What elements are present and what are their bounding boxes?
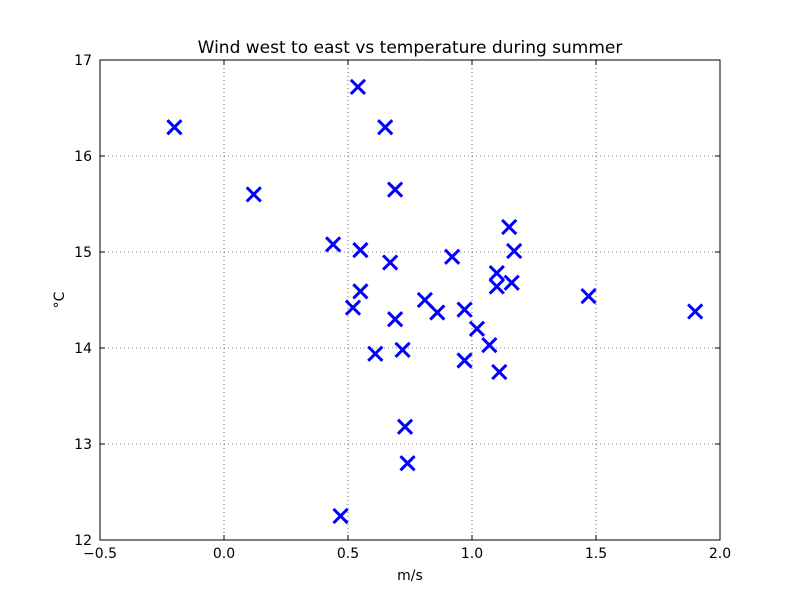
data-point — [429, 304, 446, 321]
data-point — [344, 299, 362, 316]
data-point — [491, 363, 508, 381]
x-tick-label: 1.0 — [461, 546, 483, 562]
data-point — [349, 78, 367, 96]
chart-title: Wind west to east vs temperature during … — [198, 38, 623, 58]
data-point — [456, 301, 473, 318]
data-point — [386, 311, 404, 328]
data-point — [580, 288, 597, 305]
data-point — [501, 218, 518, 236]
data-point — [352, 241, 369, 259]
data-point — [456, 352, 473, 369]
x-tick-label: 0.5 — [337, 546, 359, 562]
data-point — [506, 242, 523, 260]
data-point — [399, 455, 416, 472]
x-tick-label: 0.0 — [213, 546, 235, 562]
data-point — [386, 181, 404, 198]
data-point — [416, 291, 434, 309]
data-point — [503, 274, 520, 291]
x-tick-label: 1.5 — [585, 546, 607, 562]
y-tick-label: 17 — [74, 53, 92, 69]
data-point — [377, 119, 394, 136]
data-point — [481, 336, 498, 354]
data-point — [324, 236, 342, 253]
axis-ticks: −0.5 0.0 0.5 1.0 1.5 2.0 12 13 14 15 16 17 — [74, 53, 731, 562]
y-axis-label: °C — [52, 291, 68, 308]
x-tick-label: 2.0 — [709, 546, 731, 562]
y-tick-label: 13 — [74, 437, 92, 453]
data-point — [166, 119, 183, 136]
data-point — [468, 320, 486, 337]
data-point — [687, 303, 704, 320]
data-point — [352, 283, 369, 300]
x-axis-label: m/s — [397, 568, 423, 584]
data-point — [488, 278, 505, 295]
data-point — [488, 264, 505, 282]
x-tick-label: −0.5 — [83, 546, 117, 562]
data-point — [396, 418, 414, 435]
grid-lines — [100, 60, 720, 540]
y-tick-label: 16 — [74, 149, 92, 165]
data-point — [382, 254, 399, 271]
data-point — [245, 186, 262, 203]
data-points — [166, 78, 704, 525]
y-tick-label: 14 — [74, 341, 92, 357]
data-point — [394, 341, 411, 359]
data-point — [367, 345, 384, 362]
data-point — [444, 248, 461, 265]
plot-frame — [99, 59, 721, 541]
y-tick-label: 15 — [74, 245, 92, 261]
data-point — [332, 507, 349, 525]
y-tick-label: 12 — [74, 533, 92, 549]
